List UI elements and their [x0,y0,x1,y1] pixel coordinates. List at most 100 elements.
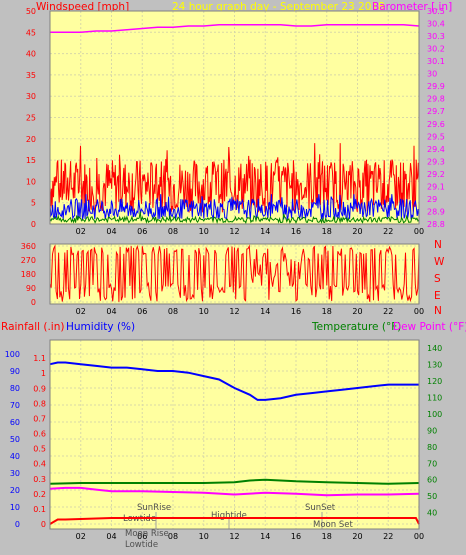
temperature-tick-label: 140 [427,344,442,353]
barometer-tick-label: 29.3 [427,157,445,166]
rainfall-tick-label: 0.3 [33,475,46,484]
graph-title: 24 hour graph day - September 23 2018 [172,1,385,13]
barometer-tick-label: 30 [427,70,437,79]
panel-3-border [49,339,420,530]
x-tick-label: 02 [76,307,86,316]
temperature-tick-label: 120 [427,377,442,386]
x-tick-label: 22 [383,307,393,316]
x-tick-label: 20 [352,307,362,316]
temperature-tick-label: 50 [427,492,437,501]
wind-average-series [49,194,420,221]
x-tick-label: 08 [168,532,178,541]
humidity-tick-label: 70 [10,401,20,410]
windspeed-tick-label: 25 [26,114,36,123]
x-tick-label: 06 [137,307,147,316]
x-tick-label: 20 [352,532,362,541]
windspeed-tick-label: 20 [26,135,36,144]
x-tick-label: 00 [414,532,424,541]
rainfall-tick-label: 0.9 [33,384,46,393]
x-tick-label: 06 [137,532,147,541]
x-tick-label: 04 [106,227,116,236]
x-tick-label: 20 [352,227,362,236]
humidity-tick-label: 50 [10,435,20,444]
x-tick-label: 16 [291,532,301,541]
barometer-tick-label: 29.1 [427,182,445,191]
rainfall-axis-label: Rainfall (.in) [1,321,64,333]
humidity-tick-label: 0 [15,520,20,529]
barometer-axis-label: Barometer [.in] [372,1,452,13]
x-tick-label: 14 [260,307,270,316]
rainfall-tick-label: 0.6 [33,430,46,439]
direction-letter-n: N [434,239,442,251]
direction-letter-n-bottom: N [434,305,442,317]
direction-tick-label: 0 [31,298,36,307]
humidity-tick-label: 100 [5,350,20,359]
humidity-tick-label: 20 [10,486,20,495]
windspeed-tick-label: 30 [26,92,36,101]
barometer-tick-label: 30.2 [427,45,445,54]
rainfall-tick-label: 0.5 [33,445,46,454]
barometer-tick-label: 30.5 [427,7,445,16]
direction-tick-label: 180 [21,270,36,279]
rainfall-tick-label: 0.4 [33,460,46,469]
windspeed-axis-label: Windspeed [mph] [36,1,129,13]
humidity-tick-label: 40 [10,452,20,461]
humidity-axis-label: Humidity (%) [66,321,135,333]
windspeed-tick-label: 5 [31,199,36,208]
x-tick-label: 18 [322,227,332,236]
direction-letter-e: E [434,290,441,302]
x-tick-label: 08 [168,227,178,236]
x-tick-label: 02 [76,227,86,236]
barometer-tick-label: 29.5 [427,132,445,141]
direction-tick-label: 270 [21,256,36,265]
x-tick-label: 10 [199,227,209,236]
panel-1-border [49,10,420,225]
x-tick-label: 08 [168,307,178,316]
temperature-tick-label: 80 [427,443,437,452]
x-tick-label: 16 [291,227,301,236]
x-tick-label: 12 [229,307,239,316]
direction-letter-s: S [434,273,441,285]
x-tick-label: 04 [106,532,116,541]
rainfall-tick-label: 1 [41,369,46,378]
x-tick-label: 04 [106,307,116,316]
x-tick-label: 16 [291,307,301,316]
windspeed-tick-label: 0 [31,220,36,229]
rainfall-series [49,517,420,525]
lowtide-label-2: Lowtide [125,540,158,550]
wind-low-series [49,211,420,225]
windspeed-tick-label: 50 [26,7,36,16]
rainfall-tick-label: 1.1 [33,354,46,363]
x-tick-label: 12 [229,532,239,541]
barometer-tick-label: 29.4 [427,145,445,154]
barometer-tick-label: 29.7 [427,107,445,116]
humidity-tick-label: 80 [10,384,20,393]
rainfall-tick-label: 0 [41,520,46,529]
direction-tick-label: 90 [26,284,36,293]
x-tick-label: 14 [260,227,270,236]
barometer-tick-label: 29 [427,195,437,204]
temperature-tick-label: 110 [427,394,442,403]
sunrise-label: SunRise [137,503,171,513]
wind-direction-series [49,244,420,303]
barometer-tick-label: 29.8 [427,95,445,104]
barometer-tick-label: 29.2 [427,170,445,179]
windspeed-tick-label: 10 [26,177,36,186]
dewpoint-axis-label: Dew Point (°F) [393,321,466,333]
x-tick-label: 18 [322,307,332,316]
temperature-tick-label: 100 [427,410,442,419]
panel-2-border [49,243,420,305]
x-tick-label: 10 [199,532,209,541]
hightide-label: Hightide [211,511,247,521]
barometer-series [50,24,420,34]
temperature-axis-label: Temperature (°F) [311,321,401,333]
rainfall-tick-label: 0.8 [33,399,46,408]
x-tick-label: 02 [76,532,86,541]
x-tick-label: 12 [229,227,239,236]
humidity-tick-label: 60 [10,418,20,427]
dewpoint-series [49,486,420,497]
barometer-tick-label: 30.1 [427,57,445,66]
humidity-series [49,361,419,401]
humidity-tick-label: 90 [10,367,20,376]
x-tick-label: 18 [322,532,332,541]
